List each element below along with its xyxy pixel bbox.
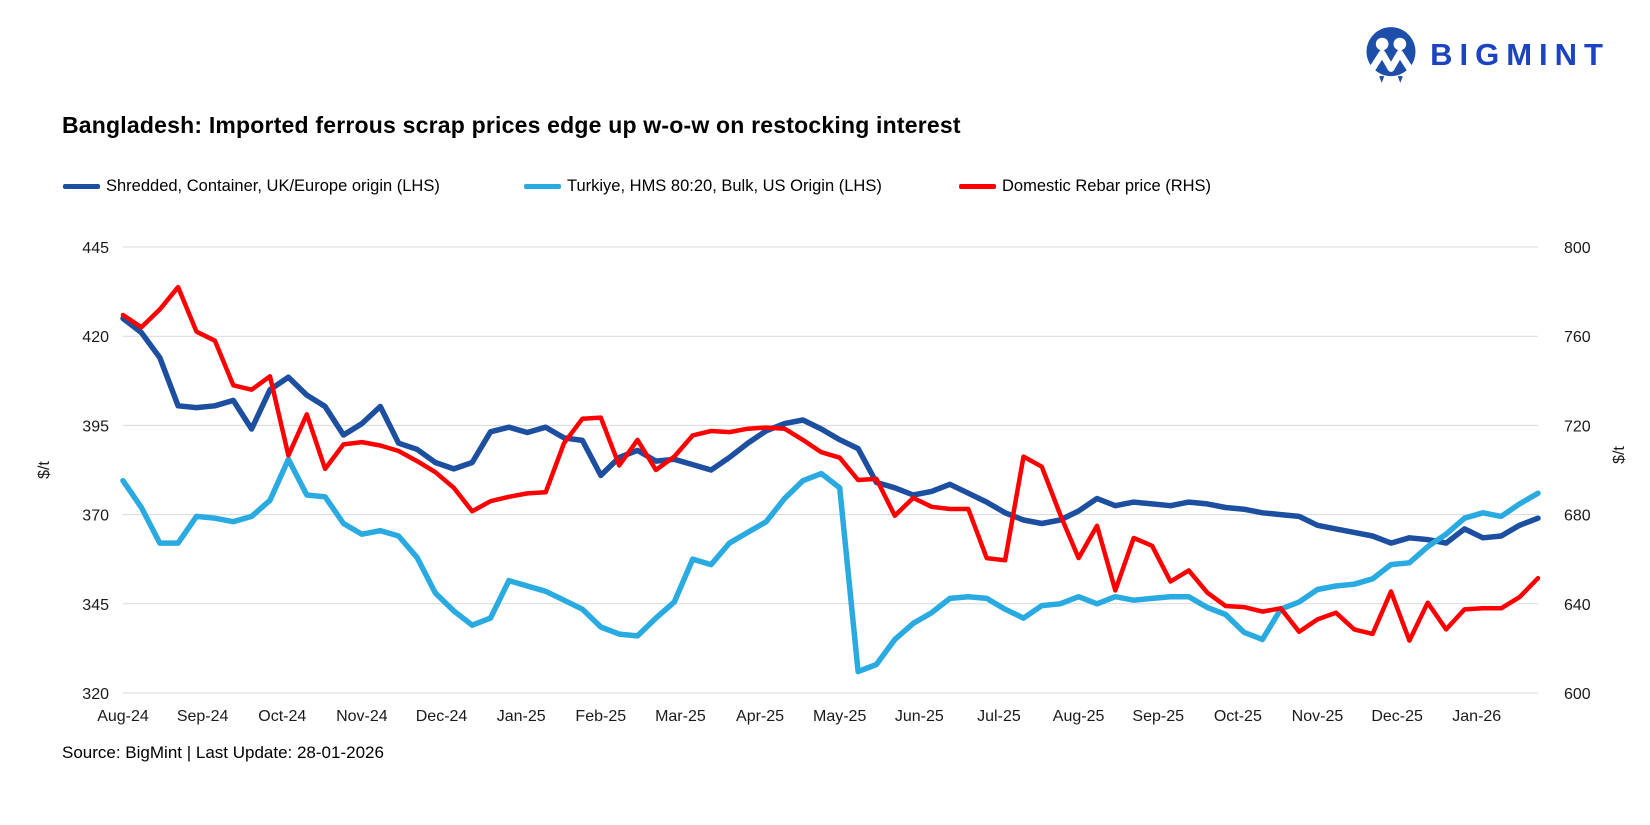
legend-item-rebar: Domestic Rebar price (RHS): [959, 176, 1211, 196]
legend-label-shredded: Shredded, Container, UK/Europe origin (L…: [106, 176, 440, 195]
legend-item-turkiye: Turkiye, HMS 80:20, Bulk, US Origin (LHS…: [524, 176, 882, 196]
left-axis-tick: 320: [82, 686, 109, 703]
x-axis-tick: Nov-25: [1292, 708, 1344, 725]
right-axis-tick: 760: [1564, 329, 1591, 346]
source-note: Source: BigMint | Last Update: 28-01-202…: [62, 743, 384, 762]
x-axis-tick: Dec-25: [1371, 708, 1423, 725]
x-axis-tick: Feb-25: [575, 708, 626, 725]
left-axis-tick: 395: [82, 418, 109, 435]
x-axis-tick: Jul-25: [977, 708, 1021, 725]
series-line-domestic-rebar: [120, 284, 1541, 643]
x-axis-tick: Sep-25: [1132, 708, 1184, 725]
bigmint-logo-icon: [1366, 27, 1416, 83]
legend-label-rebar: Domestic Rebar price (RHS): [1002, 176, 1212, 195]
legend-swatch-turkiye: [524, 183, 561, 189]
bigmint-logo: BIGMINT: [1364, 26, 1610, 84]
right-axis-tick: 600: [1564, 686, 1591, 703]
bigmint-logo-text: BIGMINT: [1430, 37, 1610, 72]
x-axis-tick: Apr-25: [736, 708, 784, 725]
legend-swatch-shredded: [63, 183, 100, 189]
x-axis-tick: Jan-25: [497, 708, 546, 725]
chart-title: Bangladesh: Imported ferrous scrap price…: [62, 112, 961, 138]
left-axis-tick: 445: [82, 240, 109, 257]
x-axis-tick: Aug-24: [97, 708, 149, 725]
x-axis-tick: May-25: [813, 708, 866, 725]
x-axis-tick: Nov-24: [336, 708, 388, 725]
left-axis-tick: 420: [82, 329, 109, 346]
left-axis-unit: $/t: [36, 461, 53, 479]
right-axis-tick: 720: [1564, 418, 1591, 435]
right-axis-tick: 680: [1564, 508, 1591, 525]
legend-label-turkiye: Turkiye, HMS 80:20, Bulk, US Origin (LHS…: [567, 176, 882, 195]
series-line-turkiye-hms: [120, 456, 1541, 675]
x-axis-tick: Sep-24: [177, 708, 229, 725]
x-axis-tick: Dec-24: [416, 708, 468, 725]
series-line-shredded: [120, 315, 1541, 546]
legend-item-shredded: Shredded, Container, UK/Europe origin (L…: [63, 176, 440, 196]
x-axis-tick: Oct-25: [1214, 708, 1262, 725]
x-axis-tick: Jan-26: [1452, 708, 1501, 725]
right-axis-unit: $/t: [1611, 446, 1628, 464]
x-axis-tick: Oct-24: [258, 708, 306, 725]
right-axis-tick: 800: [1564, 240, 1591, 257]
x-axis-tick: Aug-25: [1053, 708, 1105, 725]
left-axis-tick: 370: [82, 508, 109, 525]
left-axis-tick: 345: [82, 597, 109, 614]
x-axis-tick: Jun-25: [895, 708, 944, 725]
legend-swatch-rebar: [959, 183, 996, 189]
x-axis-tick: Mar-25: [655, 708, 706, 725]
right-axis-tick: 640: [1564, 597, 1591, 614]
